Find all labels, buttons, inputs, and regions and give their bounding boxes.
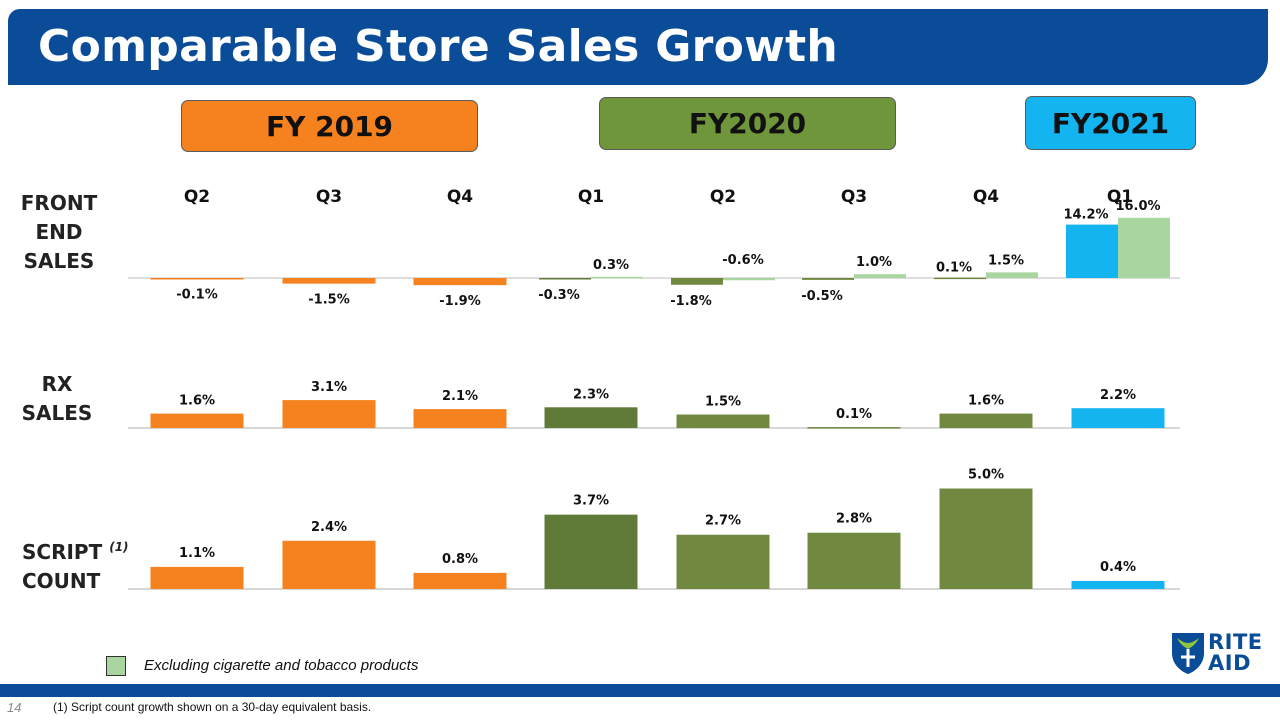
front-end-excl-tobacco-bar: [854, 274, 906, 278]
footnote: (1) Script count growth shown on a 30-da…: [53, 700, 372, 714]
rx-bar: [413, 409, 507, 428]
legend-swatch-excluding-tobacco: [106, 656, 126, 676]
fy-2021-badge: FY2021: [1025, 96, 1196, 150]
front-end-data-label: -1.5%: [308, 293, 349, 308]
rx-label-line1: RX: [41, 372, 73, 396]
quarter-label: Q3: [841, 187, 867, 207]
fy-2019-label: FY 2019: [265, 109, 394, 143]
fy-2019-badge: FY 2019: [181, 100, 478, 152]
front-end-excl-tobacco-bar: [986, 272, 1038, 278]
rx-bar: [150, 413, 244, 428]
rite-aid-logo: [1172, 633, 1204, 674]
page-number: 14: [7, 700, 22, 715]
front-end-bar: [150, 278, 244, 280]
rx-data-label: 3.1%: [311, 380, 347, 395]
front-end-excl-tobacco-label: 0.3%: [593, 258, 629, 273]
script-data-label: 1.1%: [179, 546, 215, 561]
script-bar: [939, 488, 1033, 589]
script-bar: [1071, 580, 1165, 589]
rx-bar: [544, 407, 638, 428]
front-end-bar: [1066, 224, 1118, 278]
footer-bar: [0, 684, 1280, 697]
script-label-line1: SCRIPT: [22, 540, 103, 564]
fy-2020-label: FY2020: [688, 107, 807, 140]
front-end-bar: [539, 278, 591, 280]
front-end-label-line1: FRONT: [20, 191, 98, 215]
logo-text-rite: RITE: [1208, 630, 1263, 654]
front-end-data-label: -1.9%: [439, 294, 480, 309]
front-end-sales-label: FRONT END SALES: [20, 189, 98, 276]
front-end-data-label: -0.5%: [801, 289, 842, 304]
script-data-label: 2.7%: [705, 514, 741, 529]
rx-bar: [1071, 408, 1165, 428]
script-bar: [150, 566, 244, 589]
fy-2021-label: FY2021: [1051, 106, 1170, 140]
front-end-bar: [934, 277, 986, 280]
quarter-label: Q2: [184, 187, 210, 207]
script-footnote-marker: (1): [109, 540, 129, 554]
title-bar: [8, 9, 1268, 85]
logo-text-aid: AID: [1208, 651, 1251, 675]
script-bar: [676, 534, 770, 589]
front-end-excl-tobacco-label: 1.5%: [988, 253, 1024, 268]
quarter-label: Q3: [316, 187, 342, 207]
script-bar: [282, 540, 376, 589]
front-end-bar: [413, 278, 507, 286]
quarter-label: Q1: [1107, 187, 1133, 207]
script-data-label: 5.0%: [968, 468, 1004, 483]
front-end-excl-tobacco-bar: [723, 278, 775, 281]
rx-data-label: 1.6%: [179, 394, 215, 409]
fy-2020-badge: FY2020: [599, 97, 896, 150]
quarter-label: Q4: [973, 187, 999, 207]
quarter-label: Q4: [447, 187, 473, 207]
script-data-label: 0.4%: [1100, 560, 1136, 575]
front-end-bar: [282, 278, 376, 284]
script-data-label: 2.8%: [836, 512, 872, 527]
front-end-data-label: -1.8%: [670, 294, 711, 309]
front-end-data-label: -0.1%: [176, 287, 217, 302]
rx-label-line2: SALES: [21, 401, 93, 425]
page-title: Comparable Store Sales Growth: [38, 21, 839, 72]
front-end-bar: [802, 278, 854, 280]
legend-label: Excluding cigarette and tobacco products: [144, 657, 419, 674]
rx-data-label: 1.6%: [968, 394, 1004, 409]
front-end-excl-tobacco-bar: [1118, 217, 1170, 278]
rx-data-label: 0.1%: [836, 407, 872, 422]
rx-bar: [676, 414, 770, 428]
script-data-label: 2.4%: [311, 520, 347, 535]
rx-bar: [282, 400, 376, 428]
front-end-bar: [671, 278, 723, 285]
front-end-excl-tobacco-label: 1.0%: [856, 255, 892, 270]
rx-bar: [939, 413, 1033, 428]
script-bar: [413, 572, 507, 589]
script-data-label: 0.8%: [442, 552, 478, 567]
rx-bar: [807, 427, 901, 429]
front-end-label-line2: END: [35, 220, 83, 244]
script-bar: [544, 514, 638, 589]
script-data-label: 3.7%: [573, 494, 609, 509]
rx-sales-label: RX SALES: [18, 370, 96, 428]
quarter-label: Q1: [578, 187, 604, 207]
rx-data-label: 2.2%: [1100, 388, 1136, 403]
front-end-data-label: -0.3%: [538, 288, 579, 303]
script-bar: [807, 532, 901, 589]
rx-data-label: 1.5%: [705, 395, 741, 410]
front-end-excl-tobacco-bar: [591, 276, 643, 279]
script-count-label: SCRIPT (1) COUNT: [22, 533, 129, 596]
front-end-data-label: 0.1%: [936, 261, 972, 276]
front-end-data-label: 14.2%: [1063, 208, 1108, 223]
rx-data-label: 2.1%: [442, 389, 478, 404]
rx-data-label: 2.3%: [573, 387, 609, 402]
script-label-line2: COUNT: [22, 569, 101, 593]
front-end-excl-tobacco-label: -0.6%: [722, 253, 763, 268]
front-end-label-line3: SALES: [23, 249, 95, 273]
front-end-excl-tobacco-label: 16.0%: [1115, 199, 1160, 214]
quarter-label: Q2: [710, 187, 736, 207]
